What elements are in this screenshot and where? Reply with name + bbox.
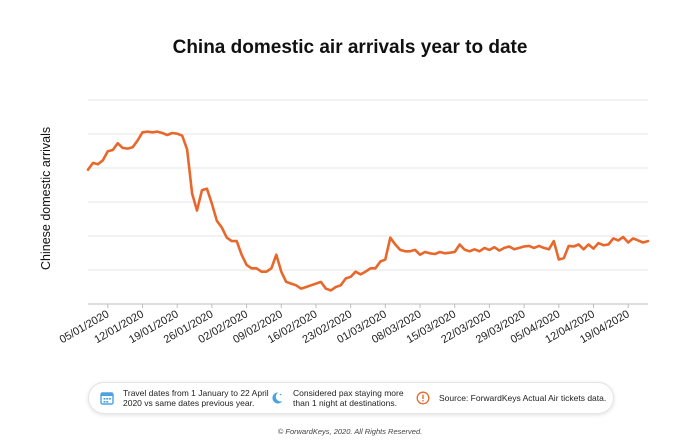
x-axis-ticks: 05/01/202012/01/202019/01/202026/01/2020… (58, 304, 632, 346)
legend-text-line1: Travel dates from 1 January to 22 April (123, 388, 269, 398)
legend-item-pax-nights: Considered pax staying more than 1 night… (269, 383, 404, 413)
legend-text-line1: Considered pax staying more (293, 388, 404, 398)
line-chart: 05/01/202012/01/202019/01/202026/01/2020… (58, 99, 650, 346)
legend-text-line2: 2020 vs same dates previous year. (123, 398, 255, 408)
legend-item-travel-dates: Travel dates from 1 January to 22 April … (99, 383, 269, 413)
legend-text-line1: Source: ForwardKeys Actual Air tickets d… (439, 393, 607, 403)
data-points (87, 131, 649, 291)
chart-title: China domestic air arrivals year to date (172, 37, 528, 58)
legend: Travel dates from 1 January to 22 April … (88, 382, 614, 414)
gridlines (88, 99, 648, 271)
info-icon (415, 390, 431, 406)
copyright-notice: © ForwardKeys, 2020. All Rights Reserved… (277, 427, 423, 436)
series-line-arrivals (86, 130, 650, 292)
legend-item-source: Source: ForwardKeys Actual Air tickets d… (415, 383, 606, 413)
calendar-icon (99, 390, 115, 406)
legend-text-line2: than 1 night at destinations. (293, 398, 397, 408)
moon-icon (269, 390, 285, 406)
